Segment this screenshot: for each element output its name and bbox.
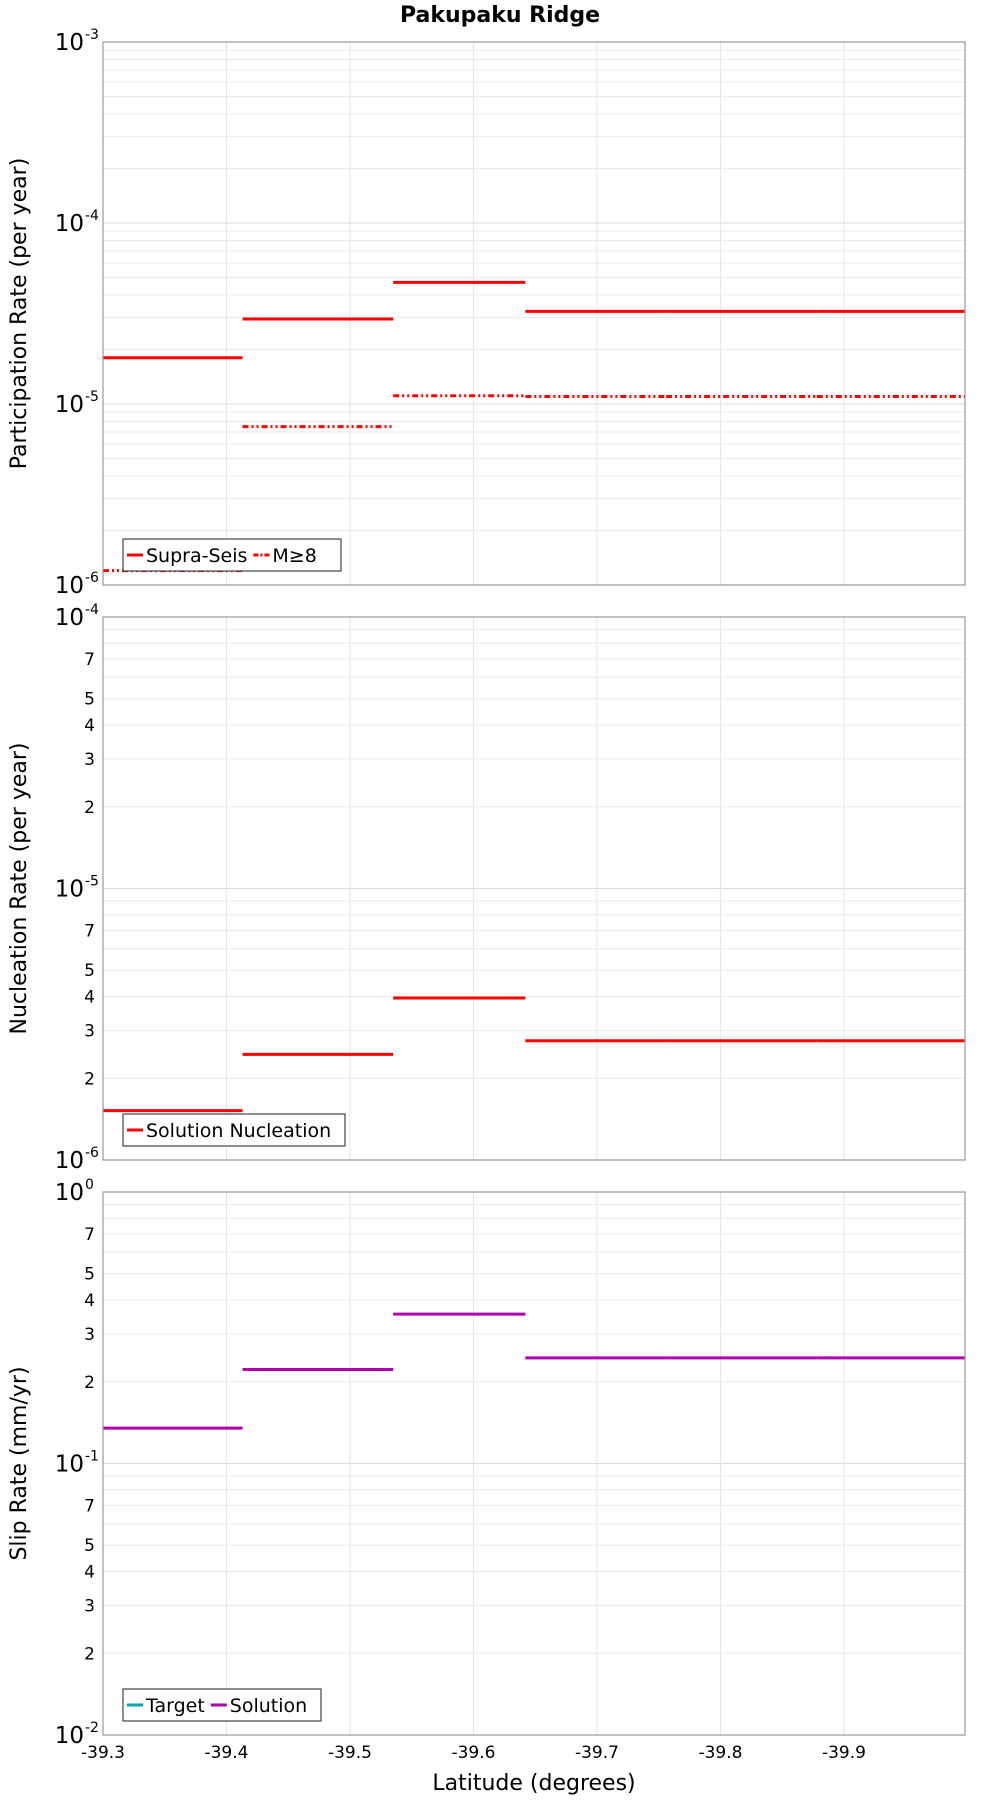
- series-supra-seis: [103, 280, 965, 360]
- y-minor-tick-label: 5: [84, 1265, 95, 1285]
- legend-label: M≥8: [272, 545, 316, 567]
- y-minor-tick-label: 2: [84, 798, 95, 818]
- x-axis-label: Latitude (degrees): [432, 1771, 635, 1796]
- legend: Supra-Seis M≥8: [122, 538, 342, 572]
- legend-box: [122, 1113, 346, 1147]
- y-tick-label: 10: [55, 1148, 84, 1174]
- legend: Target Solution: [122, 1688, 322, 1722]
- y-tick-label: 10: [55, 877, 84, 903]
- y-minor-tick-label: 3: [84, 1021, 95, 1041]
- y-tick-label: 10: [55, 392, 84, 418]
- x-tick-label: -39.9: [822, 1743, 866, 1763]
- x-tick-label: -39.6: [451, 1743, 495, 1763]
- x-tick-label: -39.4: [204, 1743, 248, 1763]
- legend-label: Target: [145, 1695, 205, 1717]
- y-minor-tick-label: 3: [84, 1596, 95, 1616]
- legend-label: Solution: [230, 1695, 307, 1717]
- y-minor-tick-label: 7: [84, 650, 95, 670]
- y-tick-label: 10: [55, 1180, 84, 1206]
- y-minor-tick-label: 5: [84, 961, 95, 981]
- y-tick-exponent: -4: [85, 602, 99, 618]
- y-minor-tick-label: 5: [84, 1536, 95, 1556]
- legend-label: Solution Nucleation: [146, 1120, 331, 1142]
- y-tick-exponent: -3: [85, 27, 99, 43]
- y-tick-label: 10: [55, 573, 84, 599]
- y-tick-label: 10: [55, 1723, 84, 1749]
- x-tick-label: -39.7: [575, 1743, 619, 1763]
- y-axis-label: Slip Rate (mm/yr): [7, 1366, 32, 1560]
- y-tick-exponent: 0: [85, 1177, 94, 1193]
- y-tick-exponent: -5: [85, 389, 99, 405]
- legend-label: Supra-Seis: [146, 545, 247, 567]
- chart-title: Pakupaku Ridge: [400, 3, 600, 28]
- plot-frame: [102, 616, 966, 1161]
- legend-box: [122, 538, 342, 572]
- y-minor-tick-label: 4: [84, 1563, 95, 1583]
- series-solution: [103, 1312, 965, 1430]
- y-tick-label: 10: [55, 30, 84, 56]
- y-tick-exponent: -5: [85, 874, 99, 890]
- y-minor-tick-label: 2: [84, 1373, 95, 1393]
- plot-frame: [102, 1191, 966, 1736]
- y-minor-tick-label: 4: [84, 1291, 95, 1311]
- y-tick-exponent: -6: [85, 570, 99, 586]
- y-tick-exponent: -6: [85, 1145, 99, 1161]
- y-minor-tick-label: 2: [84, 1069, 95, 1089]
- y-tick-label: 10: [55, 605, 84, 631]
- x-tick-label: -39.3: [81, 1743, 125, 1763]
- y-minor-tick-label: 7: [84, 922, 95, 942]
- y-minor-tick-label: 3: [84, 750, 95, 770]
- y-minor-tick-label: 7: [84, 1497, 95, 1517]
- y-tick-exponent: -1: [85, 1449, 99, 1465]
- y-minor-tick-label: 7: [84, 1225, 95, 1245]
- x-tick-label: -39.5: [328, 1743, 372, 1763]
- y-minor-tick-label: 5: [84, 690, 95, 710]
- plot-frame: [102, 41, 966, 586]
- y-tick-exponent: -4: [85, 208, 99, 224]
- series-solution-nucleation: [103, 996, 965, 1113]
- y-minor-tick-label: 4: [84, 988, 95, 1008]
- y-minor-tick-label: 2: [84, 1644, 95, 1664]
- x-tick-label: -39.8: [698, 1743, 742, 1763]
- y-tick-exponent: -2: [85, 1720, 99, 1736]
- y-axis-label: Nucleation Rate (per year): [7, 743, 32, 1035]
- y-tick-label: 10: [55, 1452, 84, 1478]
- y-tick-label: 10: [55, 211, 84, 237]
- y-minor-tick-label: 3: [84, 1325, 95, 1345]
- y-axis-label: Participation Rate (per year): [7, 158, 32, 470]
- legend: Solution Nucleation: [122, 1113, 346, 1147]
- y-minor-tick-label: 4: [84, 716, 95, 736]
